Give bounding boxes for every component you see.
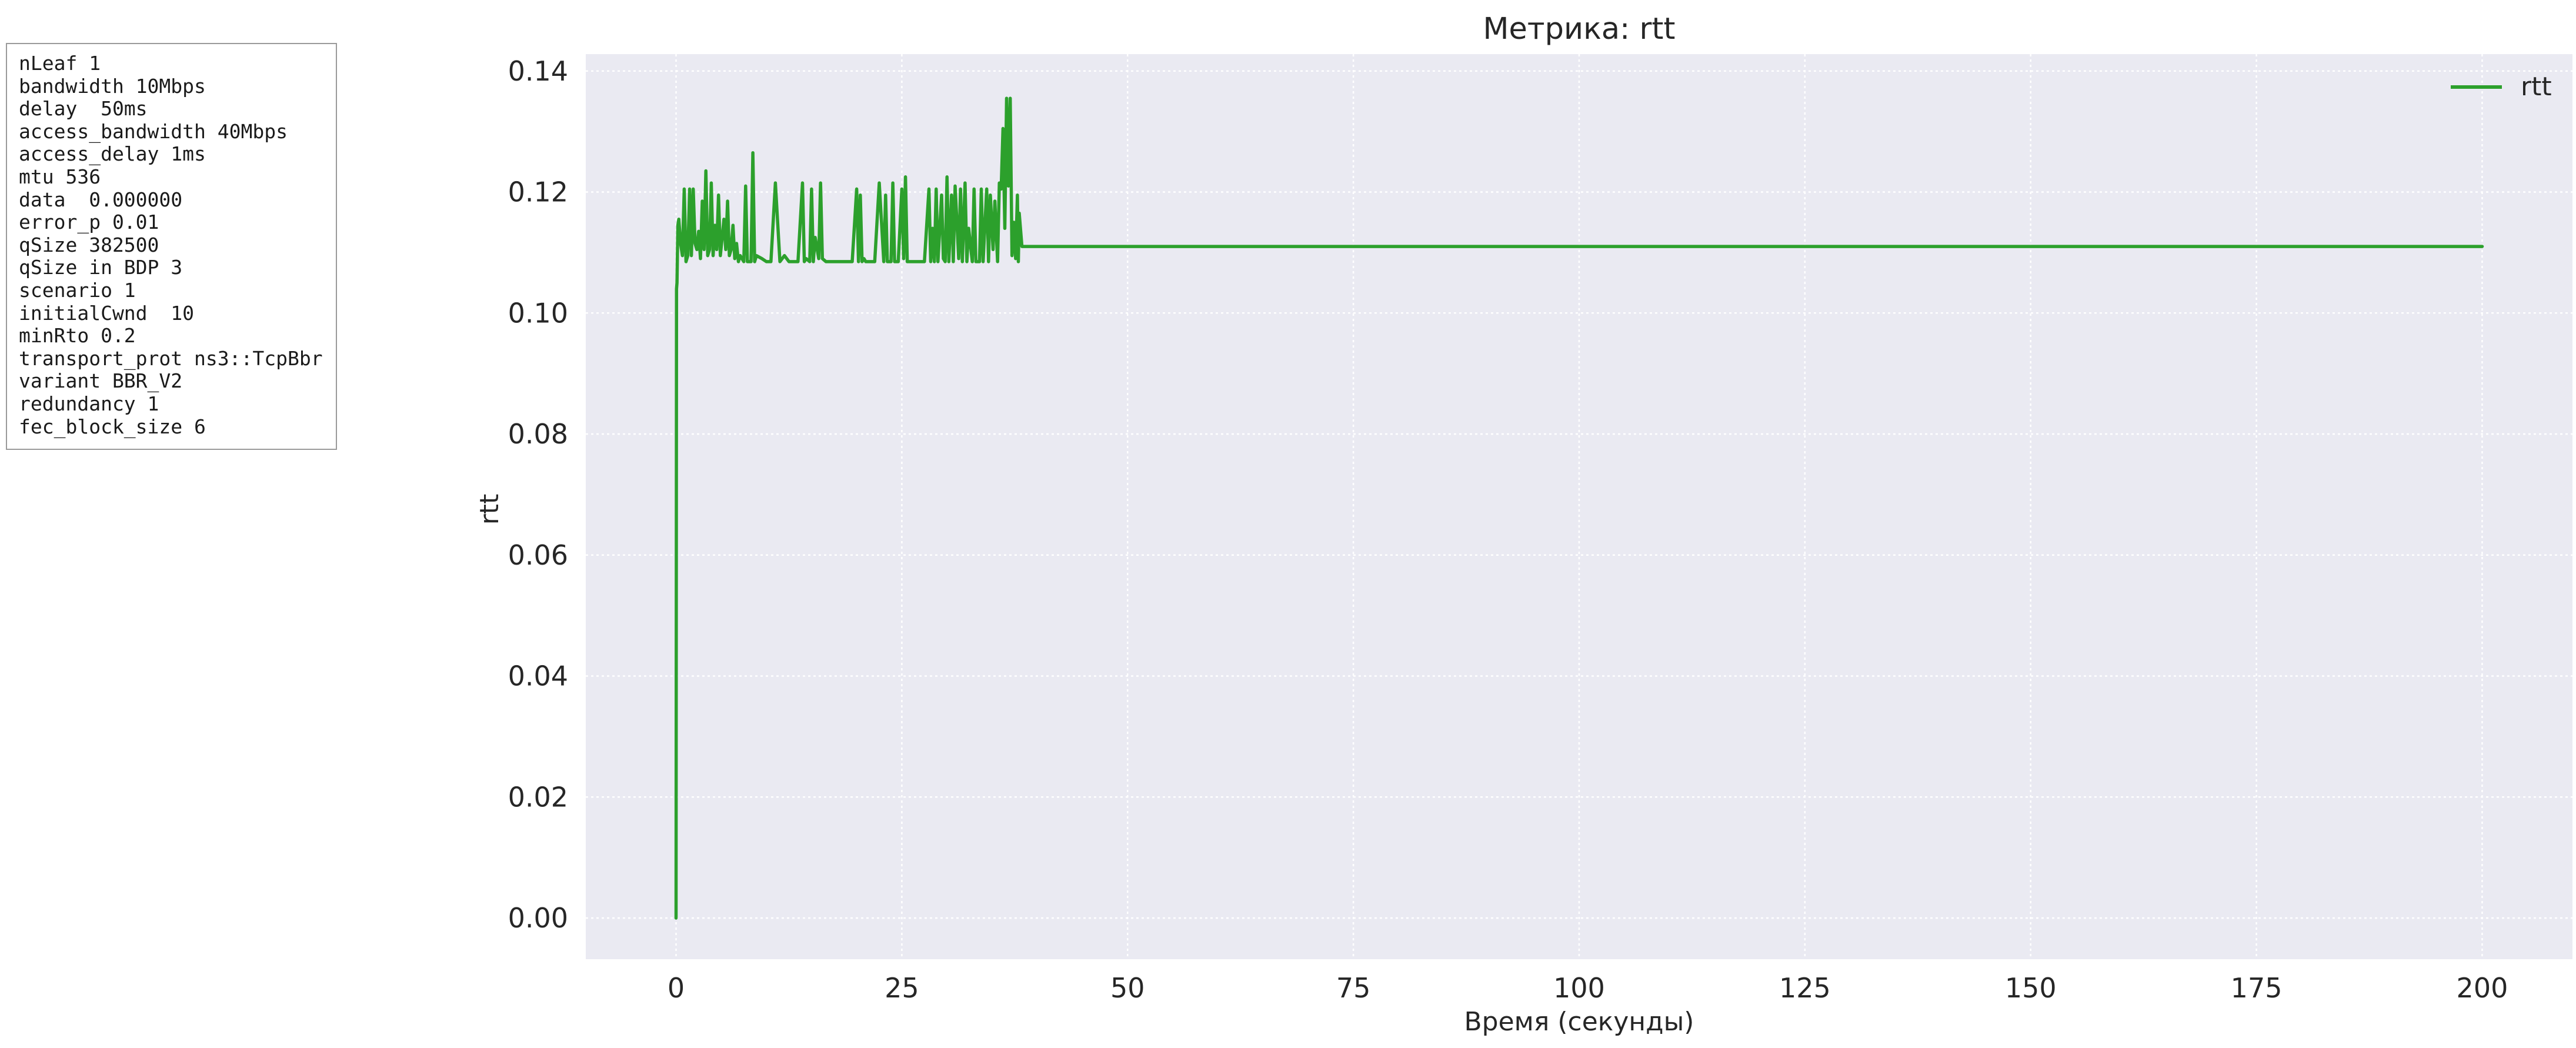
param-line: access_bandwidth 40Mbps [19, 119, 288, 143]
param-line: initialCwnd 10 [19, 301, 195, 325]
y-tick-label: 0.00 [508, 902, 568, 934]
y-tick-label: 0.12 [508, 176, 568, 208]
plot-area [586, 54, 2572, 959]
y-tick-label: 0.14 [508, 55, 568, 87]
y-tick-label: 0.08 [508, 418, 568, 450]
param-line: minRto 0.2 [19, 324, 136, 348]
param-line: qSize in BDP 3 [19, 256, 183, 279]
x-tick-label: 175 [2231, 972, 2283, 1004]
param-line: error_p 0.01 [19, 211, 159, 234]
tick-labels: 0 25 50 75 100 125 150 175 200 0.00 0.02 0.04 0.06 0.… [508, 55, 2508, 1004]
y-tick-label: 0.06 [508, 539, 568, 571]
x-tick-label: 25 [885, 972, 919, 1004]
param-line: qSize 382500 [19, 233, 159, 256]
param-line: data 0.000000 [19, 188, 183, 211]
series-layer [674, 96, 2484, 920]
x-tick-label: 100 [1553, 972, 1605, 1004]
legend-label-rtt: rtt [2521, 72, 2552, 102]
parameters-box: nLeaf 1 bandwidth 10Mbps delay 50ms access_… [6, 43, 337, 450]
x-axis-label: Время (секунды) [1464, 1007, 1694, 1037]
y-tick-label: 0.02 [508, 781, 568, 813]
param-line: bandwidth 10Mbps [19, 74, 206, 98]
x-tick-label: 50 [1110, 972, 1145, 1004]
x-tick-label: 200 [2457, 972, 2508, 1004]
chart-title: Метрика: rtt [1483, 12, 1675, 46]
y-axis-label: rtt [475, 494, 505, 525]
x-tick-label: 150 [2005, 972, 2057, 1004]
param-line: mtu 536 [19, 165, 101, 188]
y-tick-label: 0.04 [508, 660, 568, 692]
x-tick-label: 75 [1336, 972, 1371, 1004]
x-tick-label: 0 [668, 972, 685, 1004]
param-line: delay 50ms [19, 97, 148, 121]
param-line: scenario 1 [19, 278, 136, 302]
series-line-rtt [674, 96, 2484, 920]
param-line: redundancy 1 [19, 392, 159, 415]
legend: rtt [2451, 72, 2552, 102]
param-line: fec_block_size 6 [19, 415, 206, 438]
y-tick-label: 0.10 [508, 297, 568, 329]
param-line: nLeaf 1 [19, 52, 101, 75]
x-tick-label: 125 [1779, 972, 1831, 1004]
param-line: transport_prot ns3::TcpBbr [19, 346, 323, 370]
param-line: variant BBR_V2 [19, 369, 183, 393]
param-line: access_delay 1ms [19, 142, 206, 166]
